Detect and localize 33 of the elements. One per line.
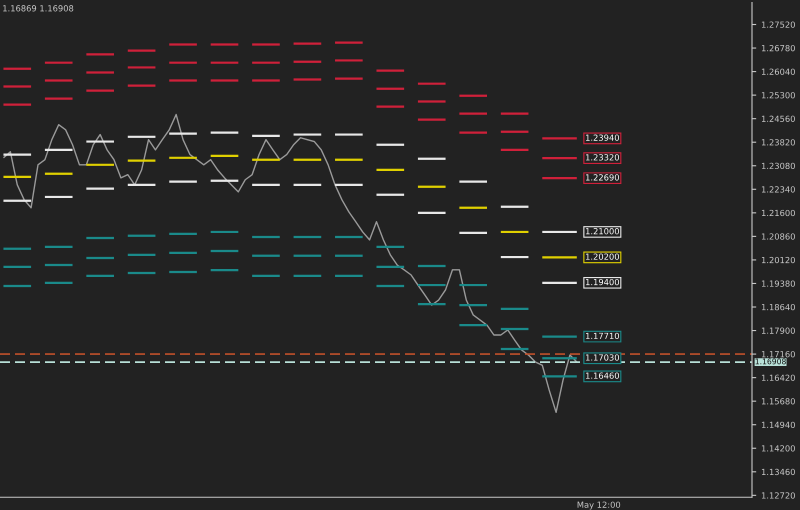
annotation: 1.16869 1.16908: [3, 5, 74, 12]
text: 1.23320: [586, 154, 620, 161]
y-tick-label: 1.27520: [762, 21, 795, 28]
y-tick-label: 1.18640: [762, 304, 795, 310]
y-tick-label: 1.16420: [762, 374, 795, 381]
text: 1.17030: [586, 354, 620, 361]
y-tick-label: 1.25300: [762, 92, 795, 98]
y-tick-label: 1.14200: [762, 445, 795, 452]
y-tick-label: 1.14940: [762, 422, 795, 428]
y-tick-label: 1.15680: [762, 398, 795, 404]
y-tick-label: 1.22340: [762, 186, 795, 193]
y-tick-label: 1.26780: [762, 45, 795, 52]
y-tick-label: 1.26040: [762, 68, 795, 75]
y-tick-label: 1.20120: [762, 256, 795, 264]
text: May 12:00: [578, 502, 620, 510]
y-tick-label: 1.17900: [762, 328, 795, 334]
y-tick-label: 1.12720: [762, 492, 795, 499]
text: 1.23940: [586, 134, 620, 141]
text: 1.19400: [586, 278, 620, 286]
y-tick-label: 1.19380: [762, 280, 795, 287]
y-tick-label: 1.23820: [762, 139, 795, 146]
y-tick-label: 1.24560: [762, 116, 795, 122]
text: 1.20200: [586, 253, 620, 260]
y-tick-label: 1.21600: [762, 210, 795, 216]
text: 1.16460: [586, 372, 620, 379]
y-tick-label: 1.20860: [762, 233, 795, 240]
y-tick-label: 1.17160: [762, 351, 795, 358]
text: 1.22690: [586, 174, 620, 181]
y-tick-label: 1.23080: [762, 162, 795, 170]
text: 1.21000: [586, 228, 620, 234]
text: 1.17710: [586, 332, 620, 340]
y-tick-label: 1.13460: [762, 468, 795, 476]
line-series: [2, 114, 578, 414]
